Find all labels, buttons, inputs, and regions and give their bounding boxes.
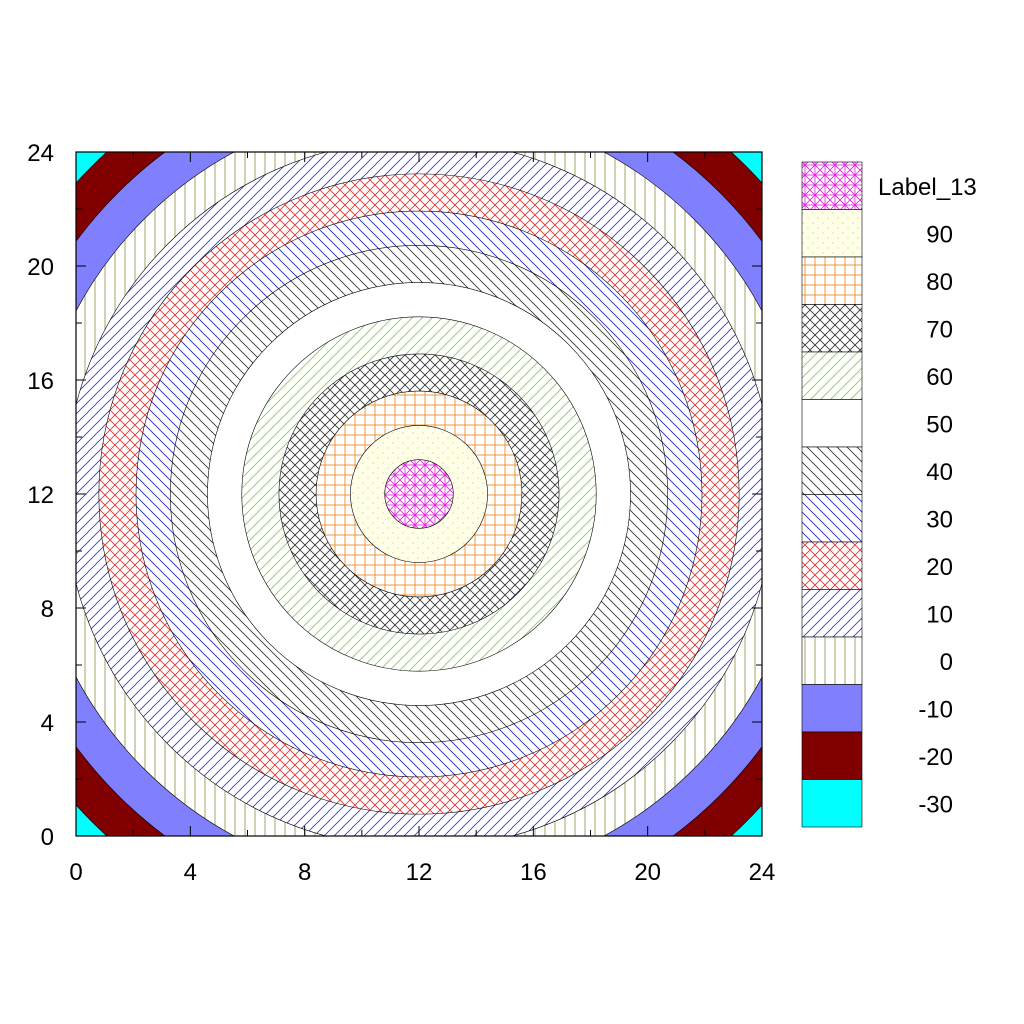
legend-label: 70	[926, 316, 953, 343]
x-tick-label: 20	[634, 859, 661, 886]
y-tick-label: 16	[27, 368, 54, 395]
x-tick-label: 4	[184, 859, 197, 886]
x-tick-label: 16	[520, 859, 547, 886]
legend-swatch-90	[801, 209, 863, 258]
x-tick-label: 24	[749, 859, 776, 886]
legend-swatch--20	[801, 731, 863, 780]
legend-swatch-30	[801, 494, 863, 543]
x-tick-label: 12	[406, 859, 433, 886]
legend-label: Label_13	[878, 174, 977, 201]
legend-label: -10	[918, 696, 953, 723]
legend-label: 30	[926, 506, 953, 533]
axes: 0 4 8 12 16 20 24 0 4 8 12 16 20 24	[27, 140, 775, 886]
y-tick-label: 4	[41, 710, 54, 737]
legend-swatch-10	[801, 589, 863, 638]
legend-label: 50	[926, 411, 953, 438]
x-tick-label: 8	[298, 859, 311, 886]
plot-area	[76, 152, 762, 836]
legend-label: 80	[926, 269, 953, 296]
contour-region-Label_13	[384, 459, 454, 529]
legend-swatch-40	[801, 446, 863, 495]
y-tick-label: 8	[41, 596, 54, 623]
legend-swatch--10	[801, 684, 863, 733]
legend-swatch--30	[801, 779, 863, 828]
legend-swatch-Label_13	[801, 161, 863, 210]
legend-swatch-60	[801, 351, 863, 400]
legend-label: 20	[926, 554, 953, 581]
legend-label: -20	[918, 744, 953, 771]
y-tick-label: 20	[27, 254, 54, 281]
legend-swatch-0	[801, 636, 863, 685]
y-tick-label: 0	[41, 824, 54, 851]
legend-label: 10	[926, 601, 953, 628]
legend-label: 90	[926, 221, 953, 248]
legend-label: -30	[918, 791, 953, 818]
x-tick-label: 0	[69, 859, 82, 886]
y-tick-label: 24	[27, 140, 54, 167]
legend-swatch-50	[801, 399, 863, 448]
legend-label: 0	[940, 649, 953, 676]
legend-label: 60	[926, 364, 953, 391]
legend-swatch-80	[801, 256, 863, 305]
legend-swatch-70	[801, 304, 863, 353]
legend-label: 40	[926, 459, 953, 486]
y-tick-label: 12	[27, 482, 54, 509]
legend: Label_13 90 80 70 60 50 40 30 20 10 0 -10 -20 -30	[801, 161, 977, 828]
legend-swatch-20	[801, 541, 863, 590]
